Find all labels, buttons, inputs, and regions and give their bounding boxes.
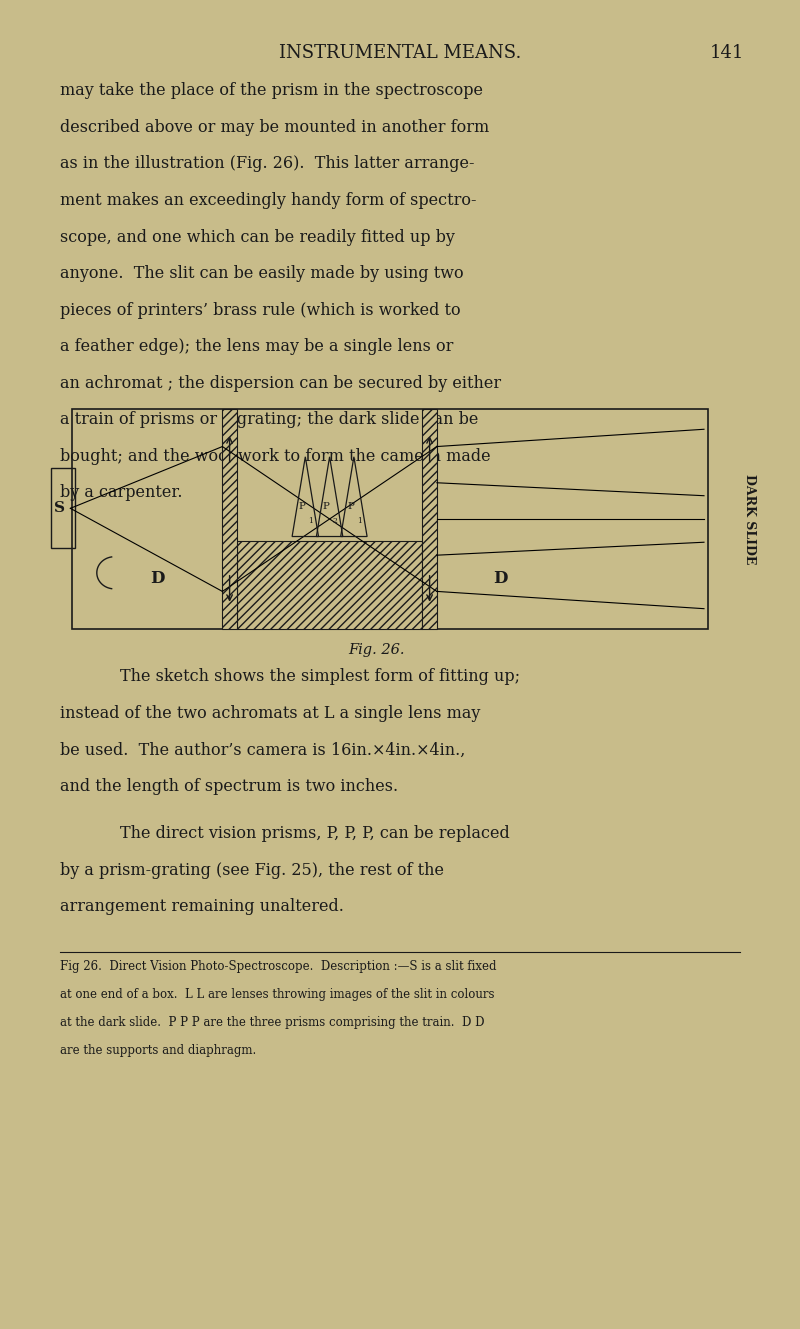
Text: P: P — [323, 502, 330, 510]
Text: S: S — [54, 501, 65, 516]
Text: a feather edge); the lens may be a single lens or: a feather edge); the lens may be a singl… — [60, 339, 454, 355]
Text: The direct vision prisms, P, P, P, can be replaced: The direct vision prisms, P, P, P, can b… — [120, 825, 510, 843]
Text: P: P — [298, 502, 306, 510]
Text: scope, and one which can be readily fitted up by: scope, and one which can be readily fitt… — [60, 229, 455, 246]
Text: 2: 2 — [333, 517, 338, 525]
Text: arrangement remaining unaltered.: arrangement remaining unaltered. — [60, 898, 344, 916]
Text: at one end of a box.  L L are lenses throwing images of the slit in colours: at one end of a box. L L are lenses thro… — [60, 989, 494, 1001]
Text: ment makes an exceedingly handy form of spectro-: ment makes an exceedingly handy form of … — [60, 193, 477, 209]
Text: be used.  The author’s camera is 16in.×4in.×4in.,: be used. The author’s camera is 16in.×4i… — [60, 742, 466, 759]
Text: 141: 141 — [710, 44, 744, 62]
Text: instead of the two achromats at L a single lens may: instead of the two achromats at L a sing… — [60, 704, 480, 722]
Text: by a prism-grating (see Fig. 25), the rest of the: by a prism-grating (see Fig. 25), the re… — [60, 863, 444, 878]
Text: a train of prisms or a grating; the dark slide can be: a train of prisms or a grating; the dark… — [60, 412, 478, 428]
Text: INSTRUMENTAL MEANS.: INSTRUMENTAL MEANS. — [279, 44, 521, 62]
Text: D: D — [493, 570, 507, 586]
Text: pieces of printers’ brass rule (which is worked to: pieces of printers’ brass rule (which is… — [60, 302, 461, 319]
Text: 1: 1 — [357, 517, 362, 525]
Bar — [51, 469, 75, 549]
Text: and the length of spectrum is two inches.: and the length of spectrum is two inches… — [60, 779, 398, 795]
Text: by a carpenter.: by a carpenter. — [60, 485, 182, 501]
Text: bought; and the woodwork to form the camera made: bought; and the woodwork to form the cam… — [60, 448, 490, 465]
Text: described above or may be mounted in another form: described above or may be mounted in ano… — [60, 120, 490, 136]
Text: at the dark slide.  P P P are the three prisms comprising the train.  D D: at the dark slide. P P P are the three p… — [60, 1017, 485, 1029]
Bar — [237, 541, 422, 629]
Text: anyone.  The slit can be easily made by using two: anyone. The slit can be easily made by u… — [60, 266, 464, 282]
Text: D: D — [150, 570, 165, 586]
Text: 1: 1 — [309, 517, 314, 525]
Bar — [72, 409, 708, 629]
Text: are the supports and diaphragm.: are the supports and diaphragm. — [60, 1045, 256, 1057]
Text: an achromat ; the dispersion can be secured by either: an achromat ; the dispersion can be secu… — [60, 375, 501, 392]
Text: as in the illustration (Fig. 26).  This latter arrange-: as in the illustration (Fig. 26). This l… — [60, 155, 474, 173]
Text: DARK SLIDE: DARK SLIDE — [743, 473, 756, 565]
Text: P: P — [347, 502, 354, 510]
Bar — [422, 409, 437, 629]
Text: The sketch shows the simplest form of fitting up;: The sketch shows the simplest form of fi… — [120, 668, 520, 686]
Text: may take the place of the prism in the spectroscope: may take the place of the prism in the s… — [60, 82, 483, 100]
Bar — [222, 409, 237, 629]
Text: Fig 26.  Direct Vision Photo-Spectroscope.  Description :—S is a slit fixed: Fig 26. Direct Vision Photo-Spectroscope… — [60, 960, 497, 973]
Text: Fig. 26.: Fig. 26. — [348, 643, 404, 658]
